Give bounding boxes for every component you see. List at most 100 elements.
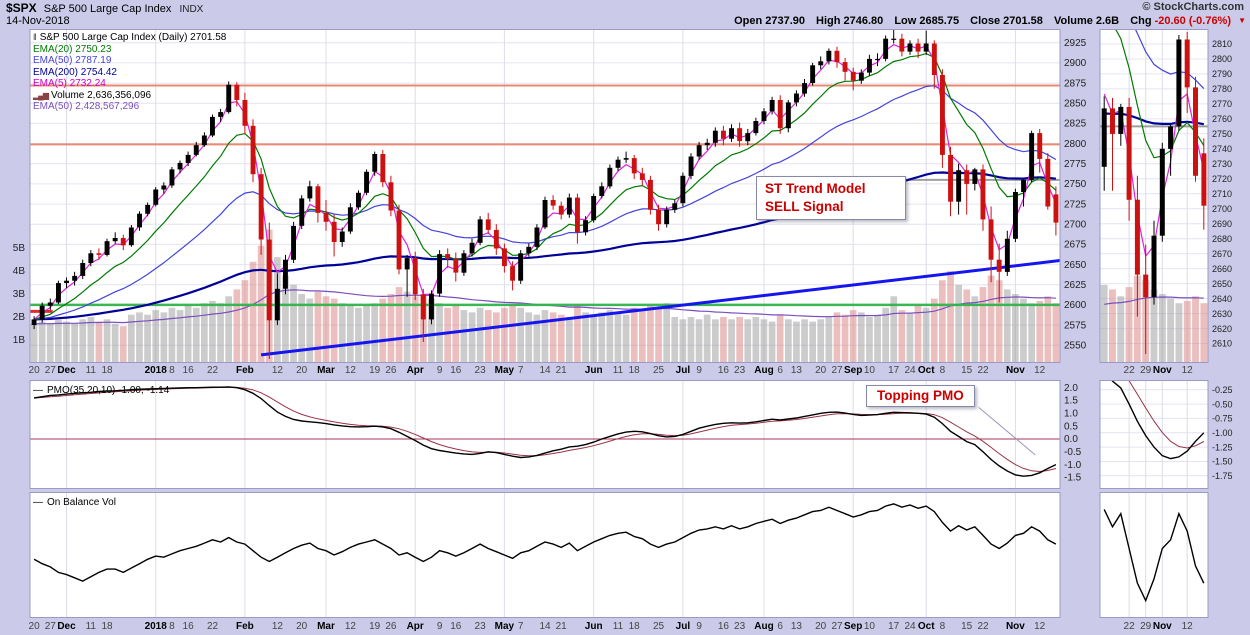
svg-text:2B: 2B [13, 312, 26, 323]
svg-text:1B: 1B [13, 335, 26, 346]
svg-text:2800: 2800 [1064, 139, 1087, 150]
copyright: © StockCharts.com [1142, 1, 1244, 13]
svg-text:1.5: 1.5 [1064, 396, 1078, 407]
svg-text:2720: 2720 [1212, 174, 1232, 184]
svg-text:-0.50: -0.50 [1212, 399, 1233, 409]
svg-text:2810: 2810 [1212, 39, 1232, 49]
svg-text:2690: 2690 [1212, 219, 1232, 229]
x-axis-labels-mid: 20 27 Dec 11 18 2018 8 16 22 Feb 12 20 Mar 12 19 26 Apr 9… [28, 365, 1046, 376]
annotation-topping-pmo: Topping PMO [866, 385, 1036, 456]
annotation-sell-signal: ST Trend Model SELL Signal [756, 176, 906, 220]
svg-text:2925: 2925 [1064, 38, 1087, 49]
legend-volume-ema: EMA(50) 2,428,567,296 [33, 101, 140, 112]
sell-signal-line2: SELL Signal [765, 199, 844, 214]
svg-text:2550: 2550 [1064, 341, 1087, 352]
quote-row: 14-Nov-2018 Open 2737.90 High 2746.80 Low 2… [6, 15, 1246, 29]
svg-text:2700: 2700 [1212, 204, 1232, 214]
svg-text:4B: 4B [13, 266, 26, 277]
svg-text:2620: 2620 [1212, 324, 1232, 334]
exchange-label: INDX [179, 4, 204, 15]
pmo-legend: — PMO(35,20,10) -1.00, -1.14 [33, 385, 169, 396]
close-value: 2701.58 [1003, 15, 1043, 27]
pmo-legend-text: PMO(35,20,10) -1.00, -1.14 [47, 385, 170, 396]
mini-obv-panel [1098, 492, 1250, 618]
legend-title-row: ‖ S&P 500 Large Cap Index (Daily) 2701.58 [33, 32, 226, 44]
svg-text:-1.25: -1.25 [1212, 442, 1233, 452]
svg-text:2700: 2700 [1064, 219, 1087, 230]
svg-text:2740: 2740 [1212, 144, 1232, 154]
svg-text:1.0: 1.0 [1064, 409, 1078, 420]
obv-panel: — On Balance Vol [5, 492, 1095, 618]
quote-bar: Open 2737.90 High 2746.80 Low 2685.75 Close… [726, 15, 1246, 27]
chg-down-triangle-icon[interactable]: ▼ [1238, 16, 1246, 25]
legend-volume: Volume 2,636,356,096 [50, 89, 152, 101]
svg-text:-1.5: -1.5 [1064, 473, 1082, 484]
svg-text:2770: 2770 [1212, 99, 1232, 109]
svg-text:2650: 2650 [1212, 279, 1232, 289]
svg-text:0.0: 0.0 [1064, 434, 1078, 445]
chart-legend: ‖ S&P 500 Large Cap Index (Daily) 2701.58… [33, 32, 226, 113]
svg-text:2680: 2680 [1212, 234, 1232, 244]
svg-text:2650: 2650 [1064, 260, 1087, 271]
svg-text:2780: 2780 [1212, 84, 1232, 94]
svg-text:-1.75: -1.75 [1212, 471, 1233, 481]
open-label: Open [734, 15, 763, 27]
legend-ema200: EMA(200) 2754.42 [33, 66, 117, 78]
mini-obv-chart [1099, 492, 1209, 618]
legend-title: S&P 500 Large Cap Index (Daily) 2701.58 [39, 32, 227, 43]
svg-text:2675: 2675 [1064, 240, 1087, 251]
candlestick-icon: ‖ [33, 32, 37, 42]
chart-header: $SPX S&P 500 Large Cap Index INDX © Stoc… [6, 1, 1246, 16]
obv-legend: — On Balance Vol [33, 497, 116, 508]
svg-text:-1.0: -1.0 [1064, 460, 1082, 471]
svg-text:2730: 2730 [1212, 159, 1232, 169]
close-label: Close [970, 15, 1001, 27]
svg-text:2610: 2610 [1212, 339, 1232, 349]
mini-price-panel: 2810 2800 2790 2780 2770 2760 2750 2740 2730 2720… [1098, 29, 1250, 363]
svg-text:-0.75: -0.75 [1212, 414, 1233, 424]
index-name: S&P 500 Large Cap Index [43, 3, 172, 15]
svg-text:2575: 2575 [1064, 320, 1087, 331]
topping-pmo-text: Topping PMO [877, 388, 964, 403]
svg-text:-1.50: -1.50 [1212, 457, 1233, 467]
svg-text:-0.25: -0.25 [1212, 385, 1233, 395]
svg-text:2760: 2760 [1212, 114, 1232, 124]
legend-ema50: EMA(50) 2787.19 [33, 55, 112, 66]
legend-volume-row: ▂▄▆ Volume 2,636,356,096 [33, 90, 226, 102]
legend-ema5: EMA(5) 2732.24 [33, 78, 106, 89]
svg-text:0.5: 0.5 [1064, 421, 1078, 432]
chg-label: Chg [1130, 15, 1152, 27]
svg-text:2775: 2775 [1064, 159, 1087, 170]
legend-ema20: EMA(20) 2750.23 [33, 43, 112, 55]
svg-text:2875: 2875 [1064, 78, 1087, 89]
obv-legend-text: On Balance Vol [47, 497, 116, 508]
svg-text:2750: 2750 [1212, 129, 1232, 139]
svg-text:2750: 2750 [1064, 179, 1087, 190]
mini-x-axis-labels-bottom: 22 29 Nov 12 [1123, 621, 1193, 632]
obv-chart [29, 492, 1061, 618]
x-axis-labels-bottom: 20 27 Dec 11 18 2018 8 16 22 Feb 12 20 Mar 12 19 26 Apr 9… [28, 621, 1046, 632]
high-label: High [816, 15, 841, 27]
mini-x-axis-labels-mid: 22 29 Nov 12 [1123, 365, 1193, 376]
svg-text:2600: 2600 [1064, 300, 1087, 311]
ticker-symbol: $SPX [6, 1, 37, 15]
mini-pmo-panel: -0.25 -0.50 -0.75 -1.00 -1.25 -1.50 -1.75 [1098, 380, 1250, 489]
svg-text:3B: 3B [13, 289, 26, 300]
mini-price-chart: 2810 2800 2790 2780 2770 2760 2750 2740 2730 2720… [1099, 29, 1232, 363]
svg-text:2800: 2800 [1212, 54, 1232, 64]
main-price-panel: 2925 2900 2875 2850 2825 2800 2775 2750 2725 2700… [5, 29, 1095, 363]
svg-text:2900: 2900 [1064, 58, 1087, 69]
volume-bars-icon: ▂▄▆ [33, 90, 49, 100]
svg-text:2630: 2630 [1212, 309, 1232, 319]
svg-text:2640: 2640 [1212, 294, 1232, 304]
mini-pmo-chart: -0.25 -0.50 -0.75 -1.00 -1.25 -1.50 -1.75 [1099, 380, 1233, 489]
volume-value: 2.6B [1095, 15, 1120, 27]
svg-text:-0.5: -0.5 [1064, 447, 1082, 458]
svg-text:2625: 2625 [1064, 280, 1087, 291]
svg-text:2725: 2725 [1064, 199, 1087, 210]
chart-date: 14-Nov-2018 [6, 15, 70, 27]
low-label: Low [894, 15, 917, 27]
svg-text:2670: 2670 [1212, 249, 1232, 259]
obv-line-icon: — [33, 497, 43, 508]
